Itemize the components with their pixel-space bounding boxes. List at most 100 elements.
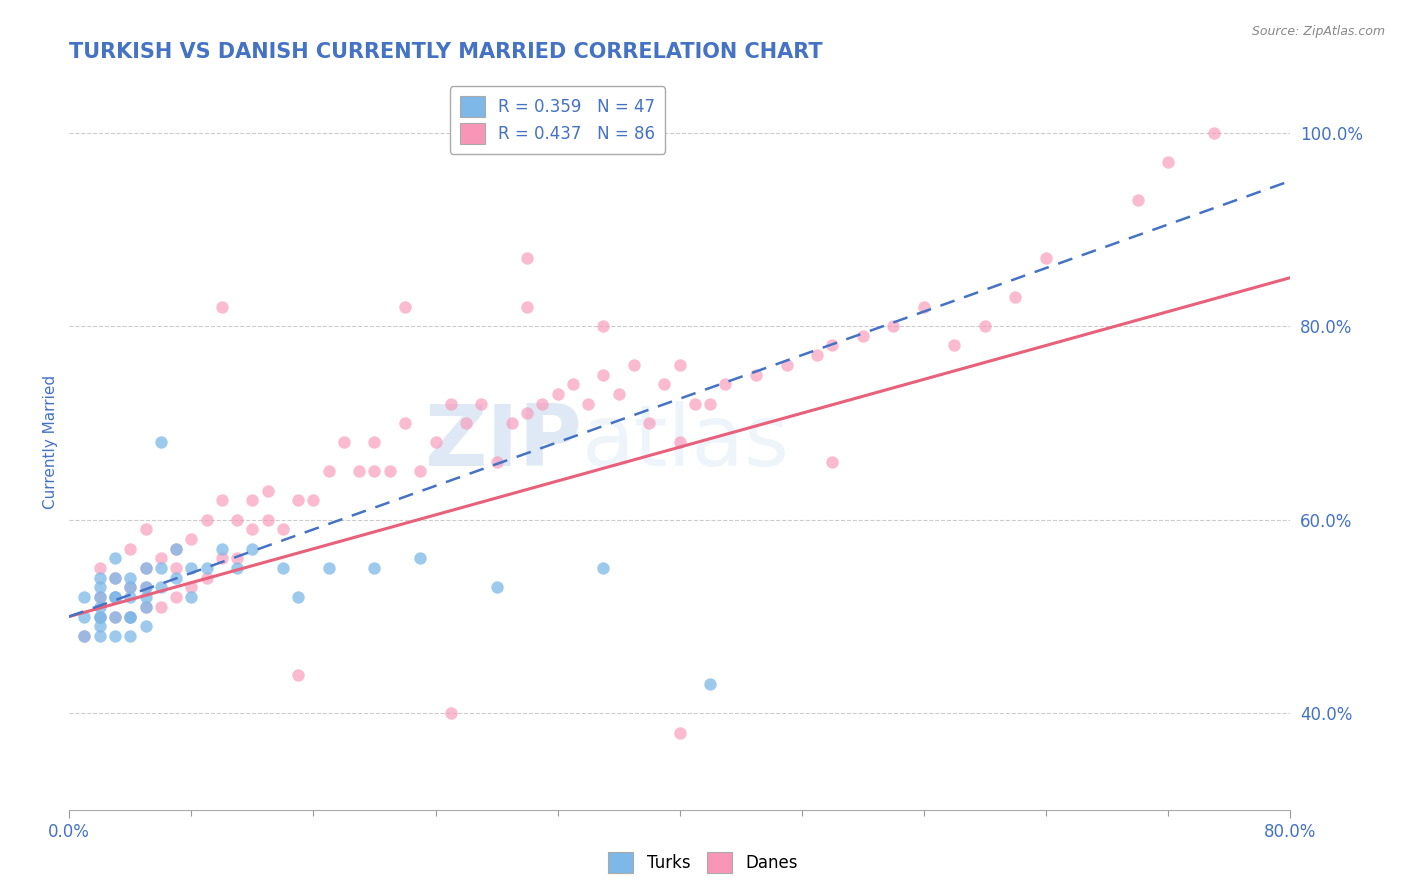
Point <box>89 609 111 624</box>
Point <box>104 571 127 585</box>
Point <box>135 561 157 575</box>
Point <box>256 513 278 527</box>
Point <box>654 377 676 392</box>
Point <box>240 541 263 556</box>
Point <box>89 571 111 585</box>
Point <box>240 522 263 536</box>
Point <box>668 358 690 372</box>
Point <box>120 609 142 624</box>
Point <box>120 581 142 595</box>
Point <box>135 590 157 604</box>
Point <box>576 396 599 410</box>
Point <box>104 590 127 604</box>
Point <box>699 677 721 691</box>
Point <box>240 493 263 508</box>
Point <box>425 435 447 450</box>
Point <box>592 319 614 334</box>
Point <box>104 571 127 585</box>
Point <box>89 561 111 575</box>
Point <box>561 377 583 392</box>
Point <box>211 551 233 566</box>
Point <box>180 532 202 546</box>
Point <box>89 609 111 624</box>
Point <box>165 541 187 556</box>
Text: ZIP: ZIP <box>425 401 582 483</box>
Point <box>73 629 96 643</box>
Point <box>394 300 416 314</box>
Point <box>806 348 828 362</box>
Point <box>211 300 233 314</box>
Legend: Turks, Danes: Turks, Danes <box>602 846 804 880</box>
Point <box>974 319 997 334</box>
Point <box>318 464 340 478</box>
Point <box>195 513 218 527</box>
Point <box>775 358 797 372</box>
Point <box>73 629 96 643</box>
Point <box>852 328 875 343</box>
Point <box>745 368 768 382</box>
Point <box>547 387 569 401</box>
Point <box>516 406 538 420</box>
Point <box>135 599 157 614</box>
Point <box>120 541 142 556</box>
Point <box>120 629 142 643</box>
Point <box>120 590 142 604</box>
Point <box>271 561 294 575</box>
Point <box>149 561 172 575</box>
Point <box>485 455 508 469</box>
Point <box>882 319 904 334</box>
Point <box>287 493 309 508</box>
Point <box>135 581 157 595</box>
Point <box>287 667 309 681</box>
Point <box>668 725 690 739</box>
Point <box>180 590 202 604</box>
Point <box>409 551 432 566</box>
Point <box>89 629 111 643</box>
Point <box>104 590 127 604</box>
Point <box>363 561 385 575</box>
Point <box>104 629 127 643</box>
Point <box>378 464 401 478</box>
Point <box>485 581 508 595</box>
Point <box>104 609 127 624</box>
Point <box>516 252 538 266</box>
Text: TURKISH VS DANISH CURRENTLY MARRIED CORRELATION CHART: TURKISH VS DANISH CURRENTLY MARRIED CORR… <box>69 42 823 62</box>
Point <box>226 513 249 527</box>
Point <box>821 455 844 469</box>
Point <box>821 338 844 352</box>
Point <box>531 396 554 410</box>
Point <box>1126 194 1149 208</box>
Point <box>1157 154 1180 169</box>
Point <box>149 599 172 614</box>
Point <box>73 609 96 624</box>
Point <box>89 590 111 604</box>
Point <box>256 483 278 498</box>
Point <box>943 338 966 352</box>
Point <box>211 541 233 556</box>
Point <box>347 464 370 478</box>
Point <box>104 609 127 624</box>
Point <box>592 561 614 575</box>
Point <box>104 590 127 604</box>
Point <box>501 416 523 430</box>
Point <box>135 561 157 575</box>
Point <box>135 599 157 614</box>
Point <box>394 416 416 430</box>
Point <box>149 435 172 450</box>
Point <box>454 416 477 430</box>
Point <box>120 581 142 595</box>
Point <box>470 396 492 410</box>
Point <box>912 300 935 314</box>
Point <box>211 493 233 508</box>
Point <box>226 561 249 575</box>
Point <box>195 571 218 585</box>
Point <box>333 435 356 450</box>
Point <box>89 599 111 614</box>
Point <box>180 561 202 575</box>
Point <box>516 300 538 314</box>
Text: atlas: atlas <box>582 401 790 483</box>
Point <box>73 590 96 604</box>
Point <box>714 377 737 392</box>
Point <box>1202 126 1225 140</box>
Point <box>120 609 142 624</box>
